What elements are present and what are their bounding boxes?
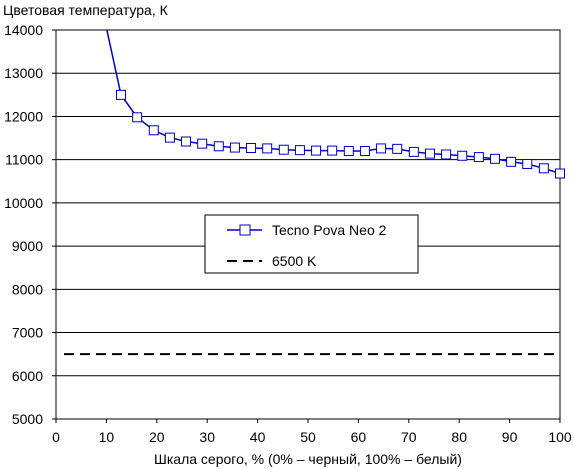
x-axis-label: Шкала серого, % (0% – черный, 100% – бел…: [154, 451, 462, 467]
x-tick-label: 30: [199, 429, 215, 445]
data-point: [262, 143, 273, 154]
data-point: [197, 138, 208, 149]
y-tick-label: 13000: [4, 65, 43, 81]
data-point: [343, 146, 354, 157]
y-tick-label: 10000: [4, 195, 43, 211]
legend-label-6500k: 6500 K: [272, 253, 317, 269]
data-point: [441, 149, 452, 160]
data-point: [311, 145, 322, 156]
data-point: [457, 150, 468, 161]
y-tick-label: 8000: [12, 281, 43, 297]
x-tick-label: 0: [52, 429, 60, 445]
y-tick-label: 12000: [4, 108, 43, 124]
data-point: [246, 142, 257, 153]
x-tick-label: 50: [300, 429, 316, 445]
data-point: [164, 132, 175, 143]
data-point: [506, 156, 517, 167]
data-point: [408, 146, 419, 157]
y-axis-label: Цветовая температура, К: [3, 2, 169, 18]
x-tick-label: 40: [250, 429, 266, 445]
data-point: [424, 148, 435, 159]
series-layer: [64, 30, 565, 356]
x-tick-label: 80: [451, 429, 467, 445]
data-point: [489, 153, 500, 164]
data-point: [148, 125, 159, 136]
x-tick-label: 70: [401, 429, 417, 445]
data-point: [359, 146, 370, 157]
x-tick-label: 90: [502, 429, 518, 445]
data-point: [294, 145, 305, 156]
data-point: [376, 143, 387, 154]
data-point: [522, 158, 533, 169]
data-point: [278, 144, 289, 155]
data-point: [229, 142, 240, 153]
data-point: [116, 89, 127, 100]
y-tick-label: 6000: [12, 368, 43, 384]
x-tick-label: 20: [149, 429, 165, 445]
legend-label-tecno: Tecno Pova Neo 2: [272, 222, 387, 238]
legend-marker-tecno: [239, 224, 251, 236]
y-tick-label: 11000: [5, 152, 43, 168]
x-tick-label: 60: [351, 429, 367, 445]
y-tick-label: 5000: [12, 411, 43, 427]
legend: Tecno Pova Neo 2 6500 K: [204, 214, 419, 274]
y-tick-label: 14000: [4, 22, 43, 38]
y-tick-label: 7000: [12, 325, 43, 341]
data-point: [473, 152, 484, 163]
x-tick-label: 100: [548, 429, 572, 445]
data-point: [555, 168, 565, 179]
y-tick-label: 9000: [12, 238, 43, 254]
x-tick-labels: 0 10 20 30 40 50 60 70 80 90 100: [52, 429, 572, 445]
data-point: [392, 143, 403, 154]
data-point: [132, 112, 143, 123]
plot-frame: [55, 29, 561, 420]
x-tick-label: 10: [99, 429, 115, 445]
data-point: [538, 163, 549, 174]
data-point: [181, 136, 192, 147]
y-tick-labels: 5000 6000 7000 8000 9000 10000 11000 12000 13000…: [4, 22, 43, 427]
data-point: [327, 145, 338, 156]
data-point: [213, 141, 224, 152]
